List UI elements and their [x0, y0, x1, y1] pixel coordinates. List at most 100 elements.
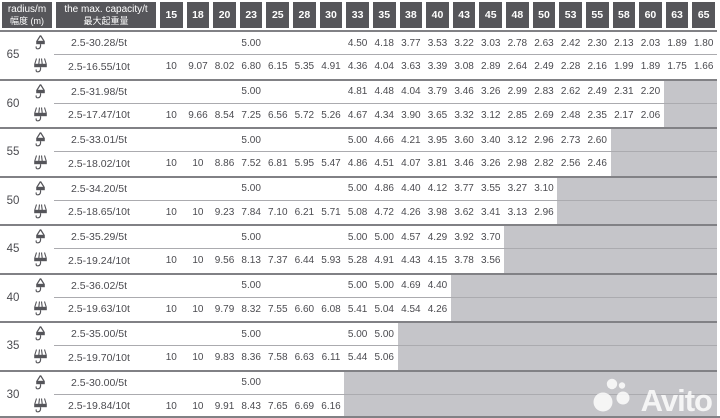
capacity-cell: 10: [158, 102, 185, 127]
capacity-cell: [583, 296, 611, 321]
capacity-cell: 2.78: [504, 30, 531, 54]
capacity-cell: 6.63: [291, 345, 318, 369]
capacity-cell: [530, 296, 558, 321]
capacity-cell: 5.28: [344, 248, 371, 272]
capacity-cell: 4.18: [370, 30, 398, 54]
capacity-cell: 9.66: [184, 102, 212, 127]
capacity-cell: [184, 369, 212, 394]
capacity-cell: [637, 321, 664, 346]
capacity-cell: [610, 393, 638, 418]
capacity-cell: [291, 224, 318, 248]
capacity-cell: 9.91: [211, 393, 238, 418]
capacity-cell: [583, 175, 611, 200]
capacity-cell: [158, 30, 185, 54]
capacity-cell: [211, 30, 238, 54]
radius-column-header-15: 15: [160, 2, 183, 28]
capacity-cell: [663, 127, 691, 152]
radius-value: 65: [0, 30, 26, 79]
capacity-cell: [264, 78, 292, 103]
radius-column-header-63: 63: [665, 2, 689, 28]
capacity-cell: [477, 393, 505, 418]
capacity-cell: [530, 321, 558, 346]
capacity-cell: [663, 78, 691, 103]
capacity-cell: 9.23: [211, 199, 238, 224]
capacity-cell: [557, 321, 584, 346]
capacity-cell: 9.07: [184, 54, 212, 78]
capacity-cell: 2.49: [583, 78, 611, 103]
capacity-cell: [344, 393, 371, 418]
capacity-cell: 3.13: [504, 199, 531, 224]
capacity-cell: [397, 369, 425, 394]
capacity-cell: [583, 272, 611, 297]
radius-value: 50: [0, 175, 26, 225]
capacity-cell: 3.40: [477, 127, 505, 151]
capacity-cell: 10: [158, 151, 185, 175]
capacity-cell: [450, 272, 478, 297]
capacity-cell: 4.12: [424, 175, 451, 200]
capacity-range-label: 2.5-18.02/10t: [54, 151, 158, 175]
capacity-cell: 3.90: [397, 102, 425, 127]
capacity-cell: 4.66: [370, 127, 398, 151]
radius-column-header-58: 58: [612, 2, 636, 28]
hook-2-fall-icon: [26, 30, 54, 54]
capacity-cell: [450, 345, 478, 370]
capacity-cell: [504, 272, 531, 297]
capacity-cell: [264, 30, 292, 54]
capacity-cell: 7.55: [264, 296, 292, 321]
capacity-cell: [690, 345, 717, 370]
capacity-cell: 1.89: [637, 54, 664, 78]
capacity-cell: 3.98: [424, 199, 451, 224]
capacity-range-label: 2.5-30.00/5t: [54, 369, 158, 394]
capacity-cell: [557, 199, 584, 224]
capacity-cell: [424, 321, 451, 346]
capacity-cell: [158, 224, 185, 248]
capacity-cell: 3.46: [450, 151, 478, 175]
capacity-cell: 4.48: [370, 78, 398, 103]
capacity-range-label: 2.5-31.98/5t: [54, 78, 158, 103]
capacity-cell: 5.00: [237, 175, 265, 200]
capacity-cell: 5.00: [344, 127, 371, 151]
capacity-cell: 3.56: [477, 248, 505, 272]
capacity-range-label: 2.5-18.65/10t: [54, 199, 158, 224]
capacity-cell: [291, 78, 318, 103]
capacity-cell: 5.00: [237, 127, 265, 151]
capacity-cell: 6.80: [237, 54, 265, 78]
capacity-cell: 5.72: [291, 102, 318, 127]
capacity-cell: 1.80: [690, 30, 717, 54]
capacity-cell: 3.12: [504, 127, 531, 151]
capacity-cell: 2.62: [557, 78, 584, 103]
capacity-cell: [158, 127, 185, 151]
capacity-cell: [637, 199, 664, 224]
capacity-cell: 4.40: [424, 272, 451, 297]
capacity-cell: 10: [184, 393, 212, 418]
capacity-cell: [663, 393, 691, 418]
capacity-cell: 10: [184, 296, 212, 321]
capacity-cell: [637, 272, 664, 297]
radius-column-header-53: 53: [559, 2, 582, 28]
radius-value: 30: [0, 369, 26, 418]
capacity-range-label: 2.5-19.24/10t: [54, 248, 158, 272]
capacity-cell: 5.00: [237, 369, 265, 394]
capacity-cell: [397, 393, 425, 418]
capacity-cell: [663, 199, 691, 224]
capacity-cell: [557, 369, 584, 394]
capacity-cell: 5.41: [344, 296, 371, 321]
hook-2-fall-icon: [26, 321, 54, 345]
capacity-cell: 5.00: [237, 224, 265, 248]
capacity-cell: 7.10: [264, 199, 292, 224]
capacity-cell: [637, 248, 664, 273]
capacity-cell: [477, 296, 505, 321]
capacity-cell: [690, 248, 717, 273]
capacity-cell: 10: [158, 296, 185, 321]
capacity-cell: 3.53: [424, 30, 451, 54]
capacity-cell: [291, 30, 318, 54]
capacity-cell: 5.71: [317, 199, 345, 224]
radius-value: 60: [0, 78, 26, 128]
capacity-cell: 8.02: [211, 54, 238, 78]
capacity-cell: [184, 127, 212, 151]
capacity-cell: 4.86: [370, 175, 398, 200]
radius-column-header-40: 40: [426, 2, 449, 28]
capacity-cell: [557, 272, 584, 297]
capacity-cell: 2.98: [504, 151, 531, 175]
capacity-cell: [317, 30, 345, 54]
